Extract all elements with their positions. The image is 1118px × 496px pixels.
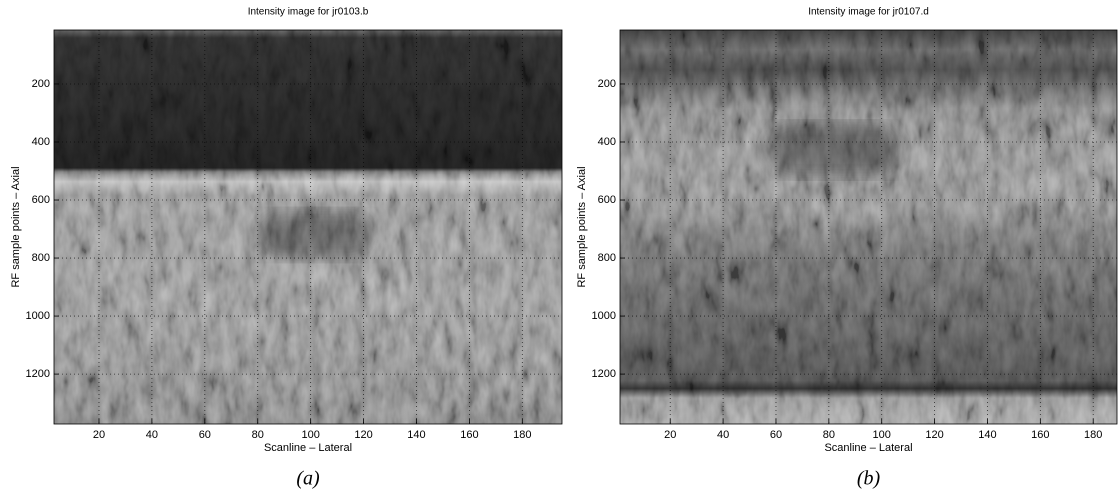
y-tick-label: 800 xyxy=(598,252,616,264)
x-tick-label: 180 xyxy=(513,429,531,441)
x-tick-label: 80 xyxy=(823,429,835,441)
y-tick-label: 800 xyxy=(32,252,50,264)
x-tick-label: 20 xyxy=(664,429,676,441)
y-tick-label: 400 xyxy=(598,136,616,148)
y-tick-label: 200 xyxy=(598,78,616,90)
chart-title: Intensity image for jr0103.b xyxy=(248,7,369,18)
axes-frame xyxy=(619,29,1118,425)
x-tick-label: 160 xyxy=(1031,429,1049,441)
y-axis-label: RF sample points – Axial xyxy=(10,166,22,287)
speckle xyxy=(54,30,562,424)
x-tick-label: 160 xyxy=(460,429,478,441)
image xyxy=(620,30,1117,424)
chart-title: Intensity image for jr0107.d xyxy=(808,7,929,18)
y-tick-label: 1200 xyxy=(26,368,50,380)
y-tick-label: 1000 xyxy=(26,310,50,322)
y-tick-label: 1200 xyxy=(592,368,616,380)
x-tick-label: 60 xyxy=(199,429,211,441)
y-axis-label: RF sample points – Axial xyxy=(576,166,588,287)
caption: (a) xyxy=(296,468,320,490)
x-tick-label: 100 xyxy=(873,429,891,441)
y-tick-label: 1000 xyxy=(592,310,616,322)
x-tick-label: 180 xyxy=(1084,429,1102,441)
y-tick-label: 200 xyxy=(32,78,50,90)
y-tick-label: 600 xyxy=(598,194,616,206)
speckle xyxy=(620,30,1117,424)
x-tick-label: 40 xyxy=(146,429,158,441)
x-tick-label: 100 xyxy=(301,429,319,441)
x-tick-label: 140 xyxy=(978,429,996,441)
x-tick-label: 140 xyxy=(407,429,425,441)
image xyxy=(54,30,562,424)
x-tick-label: 80 xyxy=(252,429,264,441)
y-tick-label: 400 xyxy=(32,136,50,148)
x-tick-label: 120 xyxy=(925,429,943,441)
x-tick-label: 20 xyxy=(93,429,105,441)
x-tick-label: 120 xyxy=(354,429,372,441)
x-axis-label: Scanline – Lateral xyxy=(824,442,912,454)
x-tick-label: 40 xyxy=(717,429,729,441)
caption: (b) xyxy=(857,468,881,490)
axes-frame xyxy=(53,29,563,425)
y-tick-label: 600 xyxy=(32,194,50,206)
x-tick-label: 60 xyxy=(770,429,782,441)
x-axis-label: Scanline – Lateral xyxy=(264,442,352,454)
